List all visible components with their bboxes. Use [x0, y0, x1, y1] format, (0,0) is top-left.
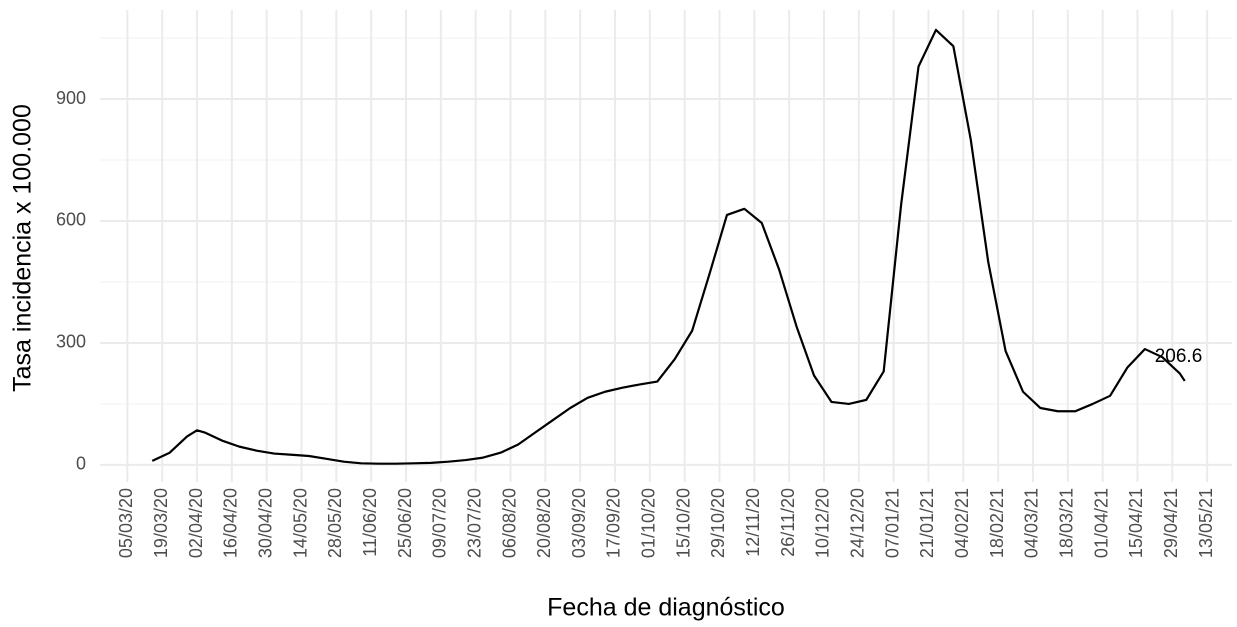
x-tick-label: 25/06/20: [395, 488, 415, 558]
x-tick-label: 19/03/20: [151, 488, 171, 558]
x-tick-label: 15/04/21: [1126, 488, 1146, 558]
x-tick-label: 28/05/20: [325, 488, 345, 558]
x-tick-label: 09/07/20: [430, 488, 450, 558]
end-label: 206.6: [1155, 346, 1203, 367]
x-tick-label: 24/12/20: [848, 488, 868, 558]
x-tick-label: 18/02/21: [987, 488, 1007, 558]
y-tick-label: 0: [76, 454, 86, 474]
x-tick-label: 12/11/20: [743, 488, 763, 557]
y-tick-label: 300: [56, 332, 86, 352]
x-tick-label: 11/06/20: [360, 488, 380, 557]
x-tick-label: 20/08/20: [534, 488, 554, 558]
x-tick-label: 07/01/21: [882, 488, 902, 558]
x-tick-label: 02/04/20: [186, 488, 206, 558]
line: [151, 28, 1186, 465]
x-tick-label: 06/08/20: [499, 488, 519, 558]
x-tick-label: 29/10/20: [708, 488, 728, 558]
x-tick-label: 13/05/21: [1196, 488, 1216, 558]
x-tick-label: 23/07/20: [464, 488, 484, 558]
x-tick-label: 01/10/20: [639, 488, 659, 558]
x-tick-label: 04/03/21: [1022, 488, 1042, 558]
x-tick-label: 18/03/21: [1057, 488, 1077, 558]
x-tick-label: 05/03/20: [116, 488, 136, 558]
x-tick-label: 26/11/20: [778, 488, 798, 557]
y-tick-label: 600: [56, 210, 86, 230]
x-tick-label: 04/02/21: [952, 488, 972, 558]
x-tick-label: 29/04/21: [1161, 488, 1181, 558]
x-axis-title: Fecha de diagnóstico: [547, 594, 785, 622]
x-tick-label: 30/04/20: [255, 488, 275, 558]
x-tick-label: 16/04/20: [221, 488, 241, 558]
x-tick-label: 14/05/20: [290, 488, 310, 558]
x-tick-label: 21/01/21: [917, 488, 937, 558]
x-tick-label: 17/09/20: [604, 488, 624, 558]
y-axis-title: Tasa incidencia x 100.000: [9, 104, 37, 392]
x-tick-label: 15/10/20: [673, 488, 693, 558]
x-tick-label: 01/04/21: [1091, 488, 1111, 558]
x-tick-label: 03/09/20: [569, 488, 589, 558]
y-tick-label: 900: [56, 88, 86, 108]
x-tick-label: 10/12/20: [813, 488, 833, 558]
